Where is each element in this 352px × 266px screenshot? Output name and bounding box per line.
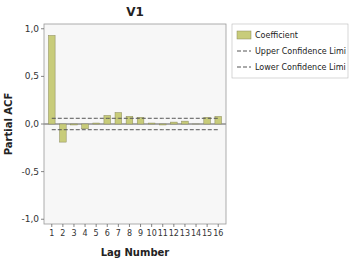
plot-marks — [44, 35, 226, 142]
bar — [104, 115, 111, 124]
x-tick — [140, 224, 141, 227]
confidence-line — [52, 129, 218, 130]
legend-swatch — [237, 67, 251, 68]
y-tick — [41, 219, 44, 220]
bar — [48, 35, 55, 124]
x-tick — [118, 224, 119, 227]
bar — [215, 116, 222, 124]
zero-line — [44, 124, 226, 125]
x-tick — [107, 224, 108, 227]
y-tick — [41, 28, 44, 29]
x-tick — [218, 224, 219, 227]
legend-label: Coefficient — [255, 31, 298, 40]
y-tick-label: 0,5 — [25, 71, 39, 81]
x-tick — [173, 224, 174, 227]
x-tick — [85, 224, 86, 227]
bar — [193, 124, 200, 125]
y-tick-label: 1,0 — [25, 24, 40, 34]
plot-frame — [44, 24, 226, 224]
legend-frame — [232, 24, 348, 78]
x-tick-label: 2 — [60, 229, 65, 238]
x-tick-label: 9 — [138, 229, 143, 238]
x-tick-label: 1 — [49, 229, 54, 238]
bar — [71, 124, 78, 126]
x-tick-label: 12 — [169, 229, 179, 238]
y-tick — [41, 171, 44, 172]
bar — [60, 124, 67, 142]
title: V1 — [126, 5, 144, 19]
y-tick — [41, 124, 44, 125]
confidence-line — [52, 118, 218, 119]
x-tick-label: 4 — [83, 229, 88, 238]
x-tick — [151, 224, 152, 227]
x-tick-label: 13 — [180, 229, 190, 238]
x-tick — [162, 224, 163, 227]
x-tick-label: 6 — [105, 229, 110, 238]
x-tick — [184, 224, 185, 227]
x-tick-label: 15 — [202, 229, 212, 238]
legend-label: Lower Confidence Limi — [255, 63, 346, 72]
bar — [171, 122, 178, 124]
y-tick-label: -0,5 — [21, 167, 39, 177]
bar — [82, 124, 89, 129]
x-tick — [129, 224, 130, 227]
y-tick — [41, 76, 44, 77]
x-tick — [207, 224, 208, 227]
y-axis-label: Partial ACF — [3, 93, 14, 156]
x-axis-label: Lag Number — [101, 247, 170, 258]
x-tick-label: 11 — [158, 229, 168, 238]
y-tick-label: 0,0 — [25, 119, 40, 129]
legend-label: Upper Confidence Limi — [255, 47, 346, 56]
x-tick — [196, 224, 197, 227]
x-tick-label: 7 — [116, 229, 121, 238]
x-tick — [51, 224, 52, 227]
x-tick — [73, 224, 74, 227]
bar — [182, 121, 189, 124]
x-tick — [96, 224, 97, 227]
legend-swatch — [237, 51, 251, 52]
y-tick-label: -1,0 — [21, 214, 39, 224]
legend: Coefficient Upper Confidence Limi Lower Co… — [232, 24, 348, 78]
x-tick-label: 8 — [127, 229, 132, 238]
bar — [148, 123, 155, 125]
x-tick-label: 3 — [71, 229, 76, 238]
plot-area — [44, 24, 226, 224]
x-tick-label: 14 — [191, 229, 201, 238]
bar — [93, 123, 100, 125]
bar — [126, 116, 133, 124]
chart: -1,0-0,50,00,51,012345678910111213141516… — [0, 0, 352, 266]
x-tick-label: 16 — [213, 229, 223, 238]
x-tick-label: 5 — [94, 229, 99, 238]
x-tick-label: 10 — [147, 229, 157, 238]
x-tick — [62, 224, 63, 227]
bar — [159, 124, 166, 126]
legend-swatch — [237, 31, 251, 39]
